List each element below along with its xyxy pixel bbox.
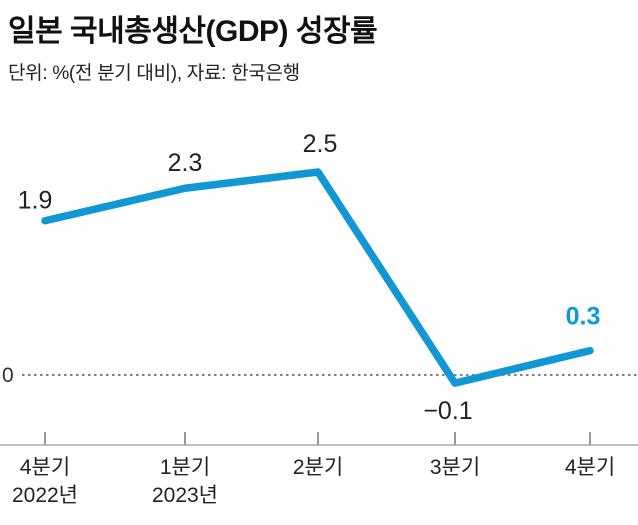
gdp-line xyxy=(41,168,594,387)
value-label: −0.1 xyxy=(423,397,472,425)
zero-axis-label: 0 xyxy=(2,364,14,387)
gdp-line-chart: 0 1.9 2.3 2.5 −0.1 0.3 4분기 2022년 1분기 2023년 2분기 3분기 4… xyxy=(0,130,638,507)
value-label: 2.5 xyxy=(303,130,338,158)
x-tick-sublabel: 2023년 xyxy=(152,484,218,507)
x-tick-label: 2분기 xyxy=(293,456,343,479)
value-label: 2.3 xyxy=(168,149,203,177)
value-label: 0.3 xyxy=(566,303,601,331)
chart-subtitle: 단위: %(전 분기 대비), 자료: 한국은행 xyxy=(8,63,300,84)
x-tick-label: 4분기 xyxy=(20,456,70,479)
x-tick-label: 3분기 xyxy=(430,456,480,479)
value-label: 1.9 xyxy=(18,187,53,215)
x-tick-sublabel: 2022년 xyxy=(12,484,78,507)
x-tick-label: 4분기 xyxy=(565,456,615,479)
chart-title: 일본 국내총생산(GDP) 성장률 xyxy=(8,15,378,48)
x-tick-label: 1분기 xyxy=(160,456,210,479)
